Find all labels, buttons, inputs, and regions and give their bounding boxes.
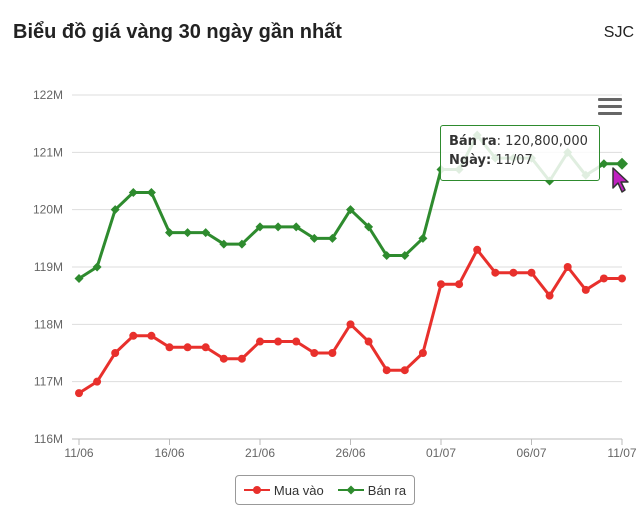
data-point-ban-ra [309, 233, 319, 243]
y-tick-label: 119M [34, 260, 63, 274]
data-point-ban-ra [273, 222, 283, 232]
data-point-mua-vao [382, 366, 391, 375]
data-point-ban-ra [92, 262, 102, 272]
data-point-ban-ra [418, 233, 428, 243]
data-point-ban-ra [400, 251, 410, 261]
data-point-ban-ra [616, 157, 628, 170]
x-tick-label: 06/07 [516, 446, 546, 460]
legend-item-mua-vao[interactable]: Mua vào [243, 482, 324, 498]
data-point-mua-vao [491, 268, 500, 277]
data-point-mua-vao [437, 280, 445, 289]
y-tick-label: 122M [33, 88, 63, 102]
data-point-ban-ra [201, 228, 211, 238]
legend-marker-mua-vao [243, 486, 270, 494]
legend-label-mua-vao: Mua vào [273, 482, 324, 498]
y-tick-label: 120M [33, 203, 63, 217]
data-point-mua-vao [509, 268, 518, 277]
data-point-mua-vao [75, 389, 83, 398]
data-point-mua-vao [581, 285, 590, 294]
x-tick-label: 11/07 [607, 446, 636, 460]
data-point-mua-vao [618, 274, 626, 283]
data-point-mua-vao [165, 343, 174, 352]
y-tick-label: 118M [34, 317, 63, 331]
data-point-mua-vao [147, 331, 156, 340]
data-point-mua-vao [274, 337, 283, 346]
x-tick-label: 26/06 [335, 446, 365, 460]
y-tick-label: 116M [34, 432, 63, 446]
x-tick-label: 01/07 [426, 446, 456, 460]
data-point-mua-vao [111, 349, 120, 357]
tooltip-series-value: : 120,800,000 [496, 134, 588, 149]
x-tick-label: 16/06 [154, 446, 184, 460]
data-point-ban-ra [255, 222, 265, 232]
tooltip-series-label: Bán ra [449, 134, 497, 149]
data-point-ban-ra [364, 222, 374, 232]
data-point-mua-vao [93, 377, 102, 386]
y-tick-label: 117M [34, 375, 63, 389]
x-tick-label: 21/06 [245, 446, 275, 460]
legend-label-ban-ra: Bán ra [367, 482, 407, 498]
chart-tooltip: Bán ra: 120,800,000 Ngày: 11/07 [440, 125, 600, 181]
data-point-ban-ra [346, 205, 355, 215]
data-point-mua-vao [292, 337, 301, 346]
data-point-mua-vao [545, 291, 554, 300]
tooltip-date-label: Ngày: [449, 153, 492, 168]
data-point-ban-ra [74, 273, 84, 283]
data-point-ban-ra [237, 239, 247, 249]
data-point-mua-vao [400, 366, 409, 375]
data-point-mua-vao [328, 349, 337, 357]
data-point-mua-vao [183, 343, 192, 352]
data-point-mua-vao [364, 337, 373, 346]
chart-legend: Mua vào Bán ra [235, 475, 415, 505]
data-point-ban-ra [219, 239, 229, 249]
data-point-mua-vao [129, 331, 138, 340]
data-point-ban-ra [146, 187, 156, 197]
data-point-mua-vao [237, 354, 246, 363]
tooltip-date-value: 11/07 [491, 153, 533, 168]
data-point-mua-vao [527, 268, 536, 277]
data-point-ban-ra [599, 159, 609, 169]
brand-label: SJC [603, 24, 634, 41]
data-point-ban-ra [165, 228, 174, 238]
chart-title: Biểu đồ giá vàng 30 ngày gần nhất [13, 21, 342, 43]
data-point-ban-ra [183, 228, 193, 238]
data-point-mua-vao [219, 354, 228, 363]
data-point-mua-vao [599, 274, 608, 283]
data-point-mua-vao [455, 280, 464, 289]
data-point-mua-vao [201, 343, 210, 352]
data-point-mua-vao [473, 245, 482, 254]
data-point-ban-ra [128, 187, 138, 197]
data-point-mua-vao [346, 320, 355, 329]
legend-item-ban-ra[interactable]: Bán ra [337, 482, 407, 498]
data-point-mua-vao [310, 349, 319, 357]
data-point-mua-vao [418, 349, 427, 357]
data-point-ban-ra [327, 233, 337, 243]
x-tick-label: 11/06 [64, 446, 93, 460]
data-point-mua-vao [563, 263, 572, 271]
data-point-mua-vao [256, 337, 264, 346]
data-point-ban-ra [110, 205, 120, 215]
data-point-ban-ra [382, 251, 392, 261]
data-point-ban-ra [291, 222, 301, 232]
chart-menu-icon[interactable] [598, 98, 622, 118]
legend-marker-ban-ra [337, 485, 364, 495]
y-tick-label: 121M [33, 145, 63, 159]
mouse-pointer-icon [612, 167, 629, 193]
